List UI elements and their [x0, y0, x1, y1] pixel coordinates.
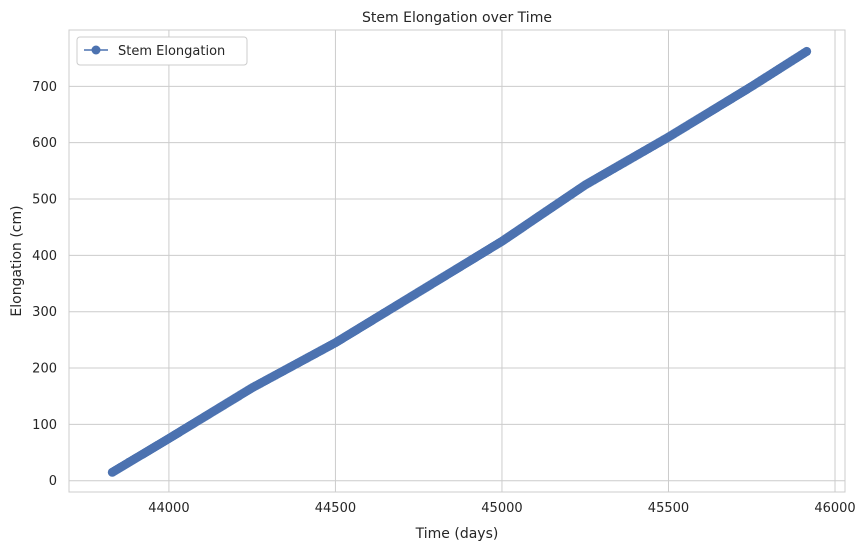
grid-lines — [69, 30, 845, 492]
y-tick-label: 400 — [32, 249, 57, 264]
x-tick-label: 45500 — [648, 501, 689, 516]
data-series — [107, 46, 812, 477]
data-point — [802, 46, 812, 56]
legend-marker — [91, 45, 101, 55]
y-tick-label: 300 — [32, 305, 57, 320]
legend: Stem Elongation — [76, 36, 248, 66]
y-tick-label: 500 — [32, 193, 57, 208]
y-tick-label: 600 — [32, 136, 57, 151]
legend-label: Stem Elongation — [118, 44, 225, 59]
y-tick-label: 100 — [32, 418, 57, 433]
x-tick-label: 45000 — [481, 501, 522, 516]
x-axis-label: Time (days) — [415, 526, 499, 542]
y-tick-label: 0 — [49, 474, 57, 489]
y-axis-label: Elongation (cm) — [9, 205, 25, 316]
x-axis-ticks: 44000 44500 45000 45500 46000 — [148, 501, 855, 516]
y-tick-label: 200 — [32, 362, 57, 377]
x-tick-label: 44500 — [315, 501, 356, 516]
x-tick-label: 46000 — [814, 501, 855, 516]
chart-title: Stem Elongation over Time — [362, 10, 552, 26]
legend-box — [76, 36, 248, 66]
y-axis-ticks: 0 100 200 300 400 500 600 700 — [32, 80, 57, 489]
x-tick-label: 44000 — [148, 501, 189, 516]
y-tick-label: 700 — [32, 80, 57, 95]
plot-frame — [68, 29, 846, 493]
